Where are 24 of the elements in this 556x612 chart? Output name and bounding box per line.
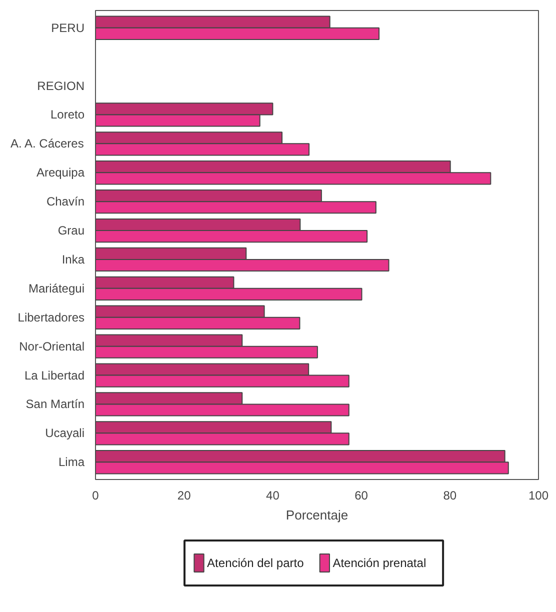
x-tick-label: 80 <box>443 488 457 502</box>
y-tick-label: San Martín <box>26 397 85 412</box>
x-tick-label: 20 <box>177 488 192 502</box>
y-tick-label: Inka <box>62 252 85 266</box>
y-tick-label: Lima <box>58 455 85 470</box>
y-tick-label: Libertadores <box>18 310 85 324</box>
y-tick-label: A. A. Cáceres <box>10 136 84 151</box>
x-tick-label: 60 <box>354 488 368 502</box>
x-tick-label: 100 <box>528 488 549 502</box>
y-tick-label: Chavín <box>46 194 85 209</box>
y-tick-label: Ucayali <box>45 426 85 440</box>
y-tick-label: Grau <box>58 224 85 238</box>
y-tick-label: REGION <box>37 78 85 93</box>
legend-label: Atención prenatal <box>332 556 426 570</box>
y-tick-label: Mariátegui <box>28 281 85 296</box>
y-tick-label: Nor-Oriental <box>19 339 85 354</box>
y-tick-label: Loreto <box>50 108 85 122</box>
y-tick-label: PERU <box>51 20 85 35</box>
x-tick-label: 0 <box>92 488 100 502</box>
y-tick-label: La Libertad <box>24 368 84 382</box>
x-axis-title: Porcentaje <box>286 508 348 522</box>
legend-label: Atención del parto <box>207 556 304 570</box>
y-tick-label: Arequipa <box>36 166 85 180</box>
x-tick-label: 40 <box>266 488 280 502</box>
